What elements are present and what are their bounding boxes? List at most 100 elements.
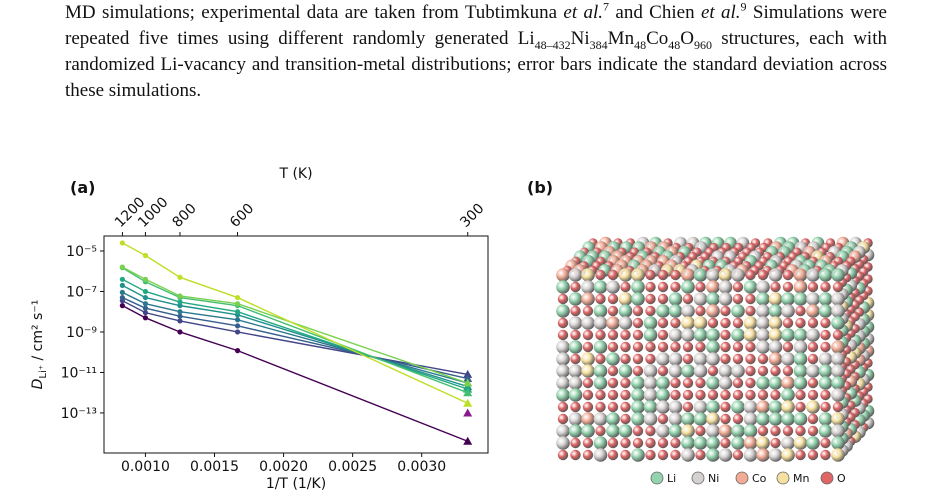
atom — [732, 377, 744, 389]
atom — [657, 329, 669, 341]
atom — [570, 281, 581, 293]
caption-text: 7 — [603, 0, 610, 14]
point-marker — [119, 294, 125, 301]
atom — [732, 413, 744, 425]
atom — [657, 449, 669, 461]
point-marker — [234, 309, 241, 315]
atom — [768, 304, 783, 318]
atom — [632, 353, 644, 365]
atom — [781, 448, 795, 462]
atom — [695, 425, 706, 437]
atom — [831, 316, 845, 330]
atom — [693, 352, 708, 366]
atom — [581, 364, 595, 378]
atom — [806, 304, 820, 318]
triangle-marker — [463, 408, 473, 417]
point-marker — [119, 264, 125, 270]
caption-text: Ni — [570, 28, 590, 49]
atom — [831, 364, 845, 378]
atom — [693, 364, 708, 378]
atom — [768, 328, 783, 342]
atom — [656, 352, 670, 366]
atom — [681, 412, 695, 426]
point-marker — [142, 276, 149, 282]
atom — [793, 280, 808, 294]
atom — [656, 376, 670, 390]
atom — [831, 268, 845, 282]
legend-label: Co — [752, 472, 767, 485]
atom — [670, 437, 681, 449]
atom — [595, 353, 606, 365]
atom — [745, 293, 756, 305]
atom — [806, 292, 820, 306]
atom — [745, 305, 756, 317]
y-axis-label-part: / cm² s⁻¹ — [30, 300, 46, 365]
atom — [706, 436, 720, 450]
x-tick-label: 0.0020 — [259, 459, 308, 475]
atom — [756, 376, 770, 390]
atom — [607, 269, 619, 281]
legend-swatch — [650, 471, 664, 485]
atom — [818, 268, 833, 282]
atom — [668, 352, 683, 366]
atom — [718, 280, 733, 294]
point-marker — [234, 301, 241, 307]
point-marker — [142, 294, 149, 301]
atom — [745, 377, 756, 389]
atom — [756, 316, 770, 330]
atom — [557, 317, 569, 329]
atom — [681, 424, 695, 438]
atom — [768, 292, 783, 306]
atom — [657, 293, 669, 305]
atom — [732, 293, 744, 305]
point-marker — [234, 348, 241, 354]
atom — [770, 437, 781, 449]
atom — [781, 436, 795, 450]
caption-text: Simulations were repeated five times usi… — [65, 2, 887, 49]
atom — [582, 305, 594, 317]
atom — [831, 436, 845, 450]
legend-swatch — [820, 471, 834, 485]
atom — [732, 389, 744, 401]
atom — [643, 400, 658, 414]
atom — [618, 292, 633, 306]
atom — [743, 424, 758, 438]
y-axis-label: DLi⁺ / cm² s⁻¹ — [30, 300, 49, 390]
plot-frame — [103, 235, 489, 454]
atom — [643, 388, 658, 402]
atom — [568, 424, 583, 438]
atom — [620, 353, 631, 365]
caption-text: 9 — [740, 0, 747, 14]
atom — [768, 340, 783, 354]
atom — [720, 329, 731, 341]
panel-label: (a) — [70, 178, 95, 197]
atom — [731, 436, 745, 450]
atom — [620, 377, 631, 389]
point-marker — [177, 303, 183, 309]
atom — [668, 328, 683, 342]
x-axis-label: 1/T (1/K) — [266, 476, 326, 492]
atom — [795, 389, 806, 401]
atom — [781, 352, 795, 366]
atom — [818, 412, 833, 426]
y-tick-label: 10⁻⁹ — [66, 325, 97, 341]
atom — [568, 412, 583, 426]
atom — [806, 268, 820, 282]
atom — [706, 268, 720, 282]
atom — [668, 292, 683, 306]
atom — [781, 292, 795, 306]
caption-text: 48 — [668, 37, 681, 52]
atom — [832, 329, 844, 341]
atom — [718, 268, 733, 282]
point-marker — [119, 276, 125, 282]
series-line — [122, 300, 468, 376]
atom — [818, 424, 833, 438]
atom — [631, 268, 645, 282]
caption: MD simulations; experimental data are ta… — [65, 0, 887, 104]
atom — [681, 448, 695, 462]
atom — [606, 424, 620, 438]
atom — [832, 281, 844, 293]
atom — [643, 376, 658, 390]
atom — [731, 304, 745, 318]
atom — [720, 437, 731, 449]
